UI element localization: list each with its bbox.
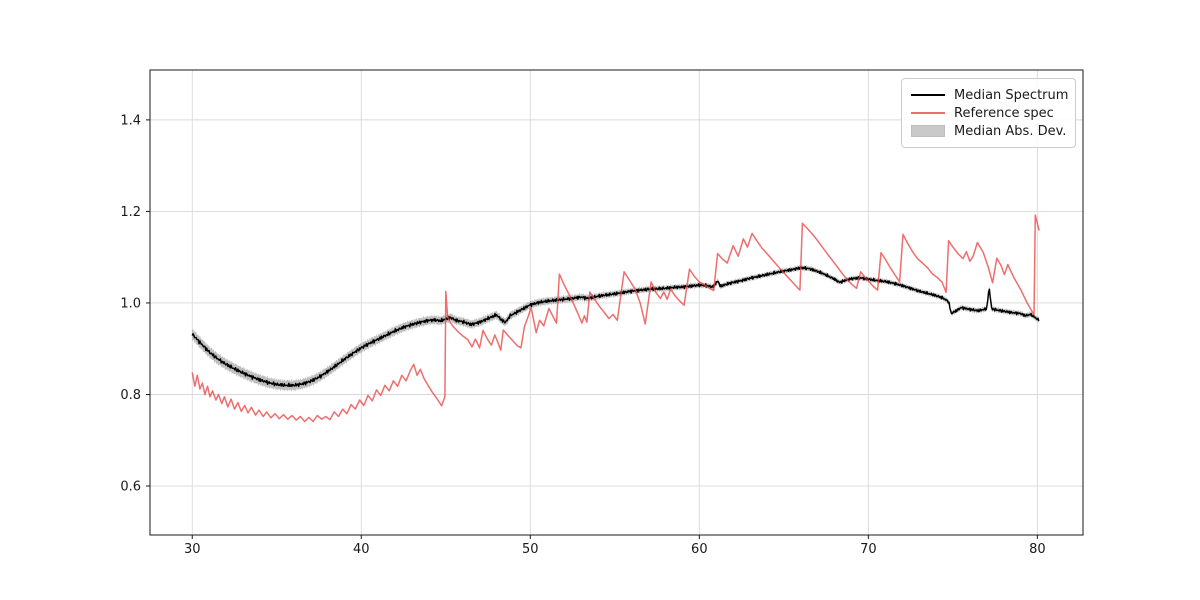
x-tick-label: 80	[1029, 542, 1046, 557]
legend-entry-median-abs-dev: Median Abs. Dev.	[911, 122, 1067, 140]
x-tick-label: 30	[184, 542, 201, 557]
x-tick-label: 70	[860, 542, 877, 557]
x-tick-label: 50	[522, 542, 539, 557]
reference-spec-line	[191, 214, 1040, 423]
legend: Median Spectrum Reference spec Median Ab…	[901, 78, 1076, 148]
legend-label: Median Spectrum	[954, 87, 1069, 103]
reference-spec-line-swatch	[911, 112, 945, 114]
y-tick-label: 1.2	[120, 205, 141, 220]
y-tick-label: 0.8	[120, 388, 141, 403]
legend-label: Reference spec	[954, 105, 1054, 121]
median-spectrum-line	[191, 266, 1040, 388]
median-abs-dev-patch-swatch	[911, 125, 945, 137]
legend-entry-median-spectrum: Median Spectrum	[911, 86, 1069, 104]
x-tick-label: 40	[353, 542, 370, 557]
x-tick-label: 60	[691, 542, 708, 557]
legend-entry-reference-spec: Reference spec	[911, 104, 1067, 122]
y-tick-label: 0.6	[120, 480, 141, 495]
legend-label: Median Abs. Dev.	[954, 123, 1067, 139]
y-tick-label: 1.0	[120, 296, 141, 311]
median-spectrum-line-swatch	[911, 94, 945, 96]
y-tick-label: 1.4	[120, 113, 141, 128]
